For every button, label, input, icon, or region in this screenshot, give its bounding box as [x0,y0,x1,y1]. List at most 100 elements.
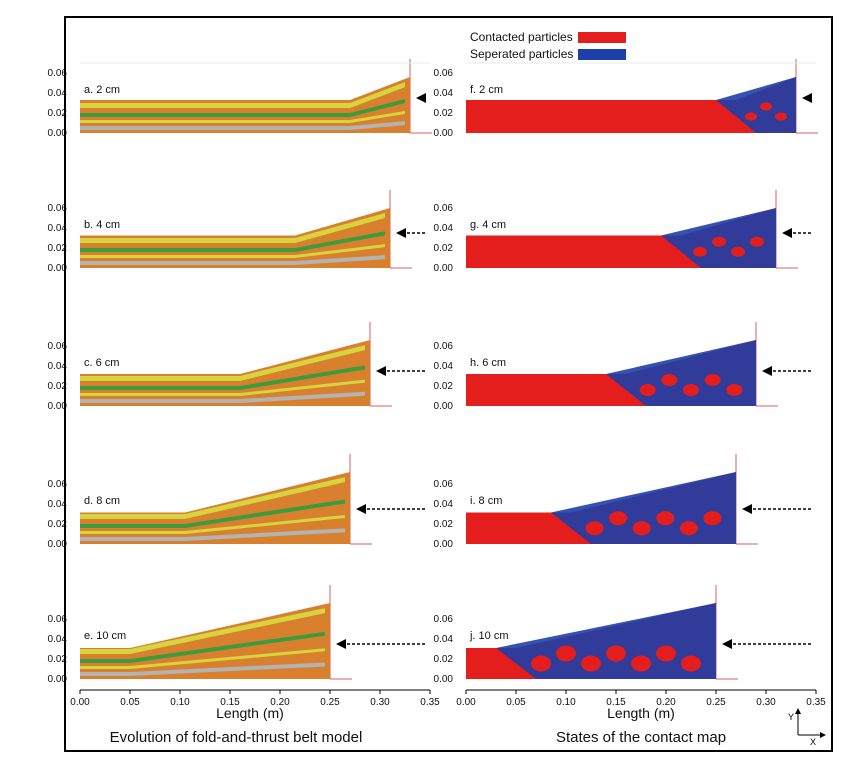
x-tick-label-left: 0.35 [420,697,440,708]
y-tick-label-left-0: 0.04 [48,88,68,99]
panel-left-1: 0.06 0.04 0.02 0.00 b. 4 cm [48,190,425,274]
y-tick-label-left-0: 0.02 [48,108,68,119]
panel-right-0: 0.06 0.04 0.02 0.00 f. 2 cm [434,59,818,139]
legend: Contacted particles Seperated particles [470,30,626,61]
y-tick-label-right-1: 0.04 [434,223,454,234]
x-tick-label-right: 0.35 [806,697,826,708]
legend-separated-label: Seperated particles [470,47,573,61]
legend-contacted-swatch [578,32,626,43]
layer-band-0 [80,345,365,381]
y-tick-label-right-4: 0.06 [434,614,454,625]
panel-label-left-0: a. 2 cm [84,84,120,96]
y-tick-label-right-3: 0.06 [434,479,454,490]
contact-patch [731,246,745,257]
push-arrow-head [742,504,752,514]
y-tick-label-right-4: 0.00 [434,674,454,685]
x-tick-label-right: 0.30 [756,697,776,708]
layer-band-3 [80,662,325,676]
y-tick-label-left-3: 0.04 [48,499,68,510]
layer-band-2 [80,244,385,258]
panel-label-right-1: g. 4 cm [470,219,506,231]
caption-left: Evolution of fold-and-thrust belt model [110,729,363,746]
contact-patch [609,511,628,526]
layer-band-2 [80,379,365,396]
panel-right-2: 0.06 0.04 0.02 0.00 h. 6 cm [434,322,811,412]
panel-label-left-4: e. 10 cm [84,630,126,642]
contact-patch [726,384,743,396]
push-arrow-head [416,93,426,103]
contact-patch [656,645,676,662]
y-tick-label-right-4: 0.02 [434,654,454,665]
contact-patch [704,374,721,386]
panel-right-1: 0.06 0.04 0.02 0.00 g. 4 cm [434,190,811,274]
y-tick-label-left-2: 0.04 [48,361,68,372]
panel-label-right-3: i. 8 cm [470,495,502,507]
x-tick-label-left: 0.25 [320,697,340,708]
layer-band-2 [80,110,405,123]
panel-label-left-3: d. 8 cm [84,495,120,507]
x-tick-label-left: 0.15 [220,697,240,708]
layer-band-0 [80,82,405,108]
contact-patch [531,655,551,672]
contact-patch [683,384,699,396]
contact-patch [693,246,707,257]
layer-band-3 [80,528,345,541]
push-arrow-head [336,639,346,649]
y-tick-label-left-1: 0.04 [48,223,68,234]
contact-patch [632,521,651,536]
push-arrow-head [762,366,772,376]
x-tick-label-left: 0.30 [370,697,390,708]
y-tick-label-right-0: 0.00 [434,128,454,139]
layer-band-1 [80,499,345,528]
layer-band-3 [80,391,365,403]
axis-compass: Y X [788,708,826,747]
contact-patch [581,655,601,672]
contact-patch [760,102,772,111]
x-tick-label-right: 0.25 [706,697,726,708]
contact-patch [703,511,722,526]
y-tick-label-right-2: 0.00 [434,401,454,412]
panel-left-3: 0.06 0.04 0.02 0.00 d. 8 cm [48,454,425,550]
y-tick-label-right-2: 0.02 [434,381,454,392]
x-tick-label-left: 0.05 [120,697,140,708]
contact-patch [631,655,651,672]
compass-y-head [795,708,801,714]
y-tick-label-left-1: 0.02 [48,243,68,254]
panel-left-4: 0.06 0.04 0.02 0.00 e. 10 cm [48,585,425,685]
push-arrow-head [356,504,366,514]
y-tick-label-left-2: 0.06 [48,341,68,352]
contact-patch [679,521,698,536]
y-tick-label-left-1: 0.00 [48,263,68,274]
push-arrow-head [802,93,812,103]
contact-patch [556,645,576,662]
panels: 0.06 0.04 0.02 0.00 a. 2 cm 0.06 0.04 0.02 0.00 b… [48,59,818,685]
push-arrow-head [782,228,792,238]
x-tick-label-left: 0.20 [270,697,290,708]
y-tick-label-right-3: 0.04 [434,499,454,510]
x-axes: 0.00 0.05 0.10 0.15 0.20 0.25 0.30 0.35 0.00 0.05… [70,689,826,708]
contact-patch [681,655,701,672]
y-tick-label-right-0: 0.04 [434,88,454,99]
y-tick-label-right-3: 0.00 [434,539,454,550]
x-tick-label-right: 0.00 [456,697,476,708]
y-tick-label-right-1: 0.02 [434,243,454,254]
panel-label-left-1: b. 4 cm [84,219,120,231]
contact-patch [712,236,726,247]
compass-y-label: Y [788,712,794,722]
y-tick-label-right-2: 0.04 [434,361,454,372]
panel-right-3: 0.06 0.04 0.02 0.00 i. 8 cm [434,454,811,550]
layer-band-2 [80,648,325,669]
y-tick-label-right-4: 0.04 [434,634,454,645]
y-tick-label-left-3: 0.06 [48,479,68,490]
panel-label-left-2: c. 6 cm [84,357,119,369]
layer-band-0 [80,608,325,654]
contact-patch [661,374,678,386]
panel-label-right-0: f. 2 cm [470,84,503,96]
push-arrow-head [396,228,406,238]
layer-band-1 [80,99,405,117]
y-tick-label-right-0: 0.02 [434,108,454,119]
x-tick-label-right: 0.15 [606,697,626,708]
y-tick-label-left-4: 0.00 [48,674,68,685]
